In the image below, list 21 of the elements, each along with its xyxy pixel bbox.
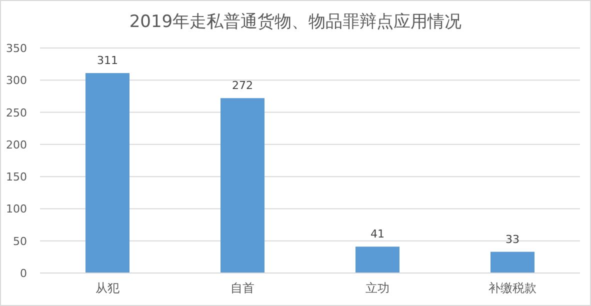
- bar: [220, 98, 264, 273]
- data-label: 41: [370, 228, 384, 241]
- data-label: 272: [232, 79, 253, 92]
- bar: [86, 73, 130, 273]
- data-label: 33: [506, 232, 520, 246]
- bar: [490, 252, 534, 273]
- data-label: 311: [97, 54, 118, 68]
- chart-title: 2019年走私普通货物、物品罪辩点应用情况: [129, 12, 462, 32]
- y-tick-label: 300: [6, 74, 27, 88]
- y-tick-label: 150: [6, 170, 27, 184]
- y-tick-label: 250: [6, 106, 27, 120]
- bar: [356, 246, 400, 273]
- x-tick-label: 立功: [366, 281, 390, 295]
- x-tick-label: 自首: [230, 281, 254, 295]
- y-tick-label: 0: [20, 267, 27, 280]
- y-tick-label: 350: [6, 42, 27, 55]
- x-tick-label: 从犯: [96, 281, 120, 295]
- y-tick-label: 50: [13, 234, 27, 248]
- y-tick-label: 200: [6, 138, 27, 152]
- y-tick-label: 100: [6, 202, 27, 216]
- x-tick-label: 补缴税款: [488, 281, 536, 295]
